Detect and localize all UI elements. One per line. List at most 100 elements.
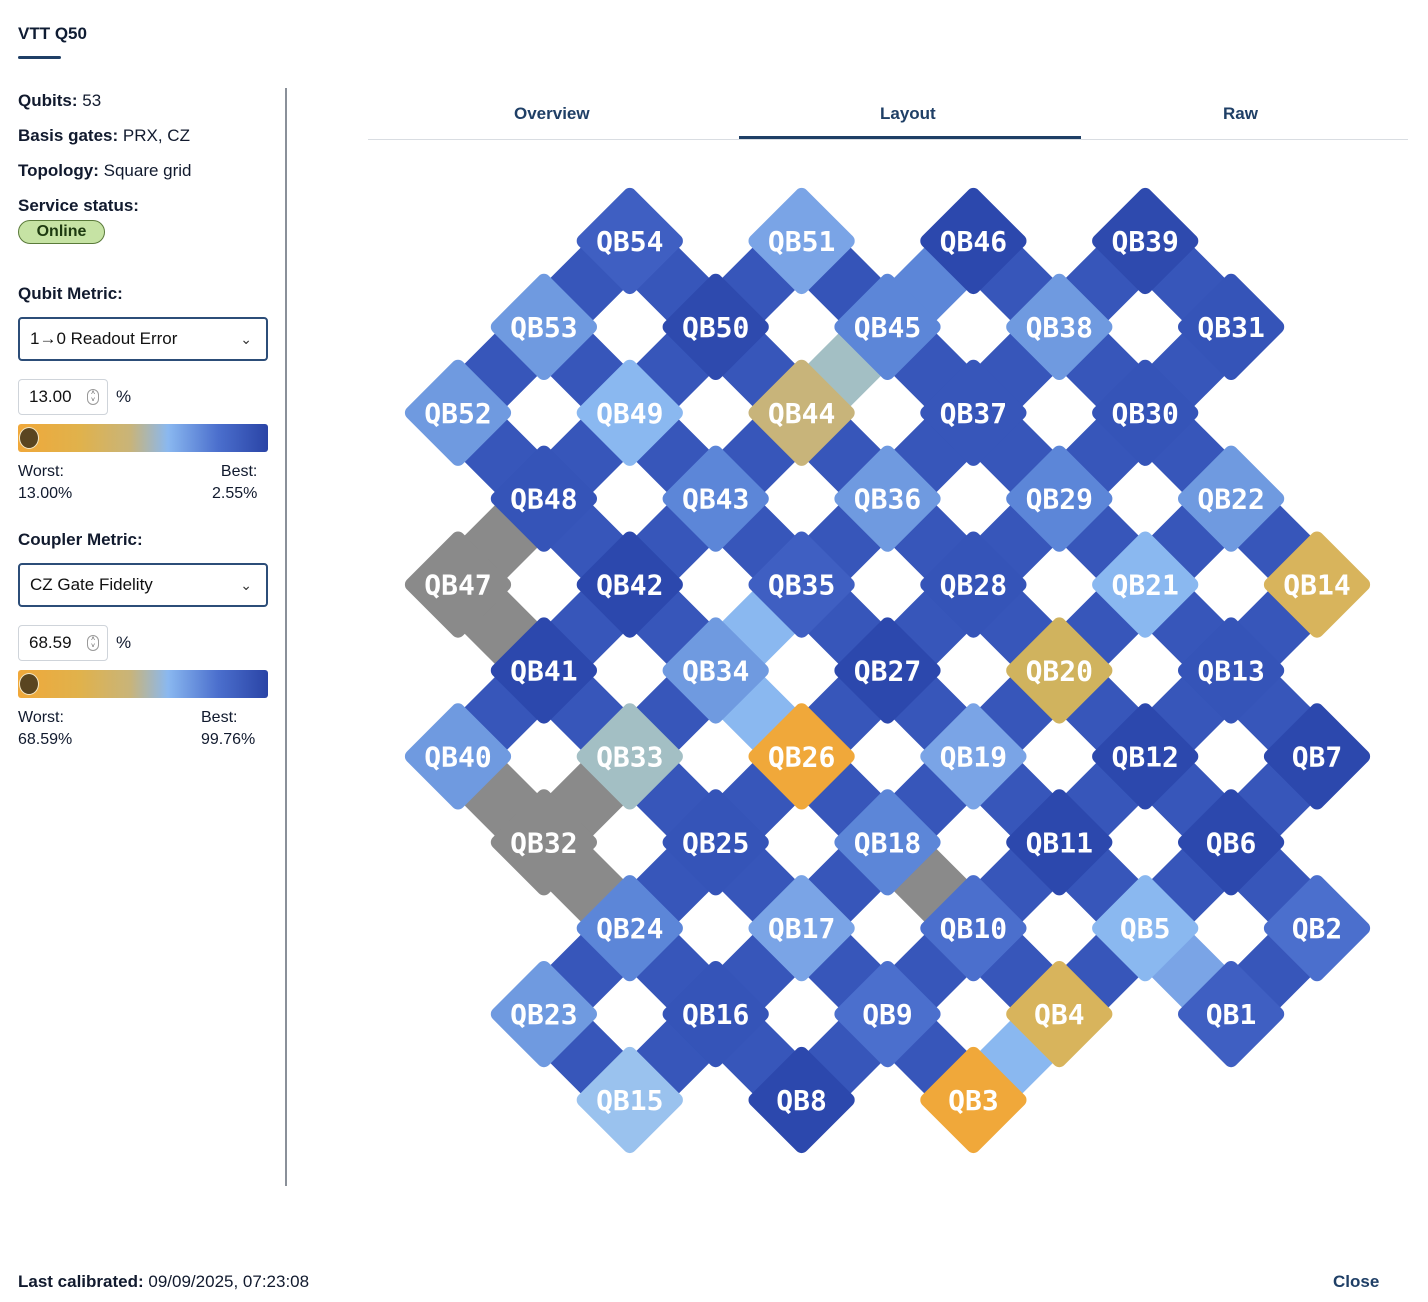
qubit-tile[interactable] — [1175, 443, 1287, 555]
qubit-tile[interactable] — [832, 958, 944, 1070]
qubit-tile[interactable] — [746, 357, 858, 469]
qubit-tile[interactable] — [574, 185, 686, 297]
qubit-tile[interactable] — [1175, 958, 1287, 1070]
qubit-QB3[interactable]: QB3 — [917, 1044, 1029, 1156]
qubit-tile[interactable] — [1089, 529, 1201, 641]
qubit-tile[interactable] — [746, 700, 858, 812]
qubit-QB33[interactable]: QB33 — [574, 700, 686, 812]
qubit-tile[interactable] — [488, 615, 600, 727]
qubit-QB48[interactable]: QB48 — [488, 443, 600, 555]
qubit-QB25[interactable]: QB25 — [660, 786, 772, 898]
qubit-QB11[interactable]: QB11 — [1003, 786, 1115, 898]
qubit-QB32[interactable]: QB32 — [488, 786, 600, 898]
qubit-QB24[interactable]: QB24 — [574, 872, 686, 984]
qubit-tile[interactable] — [488, 786, 600, 898]
qubit-QB50[interactable]: QB50 — [660, 271, 772, 383]
qubit-QB22[interactable]: QB22 — [1175, 443, 1287, 555]
qubit-QB46[interactable]: QB46 — [917, 185, 1029, 297]
stepper-icon[interactable]: ˄ ˅ — [87, 389, 99, 405]
qubit-tile[interactable] — [660, 958, 772, 1070]
qubit-QB54[interactable]: QB54 — [574, 185, 686, 297]
qubit-tile[interactable] — [917, 700, 1029, 812]
qubit-QB1[interactable]: QB1 — [1175, 958, 1287, 1070]
qubit-QB9[interactable]: QB9 — [832, 958, 944, 1070]
qubit-tile[interactable] — [660, 271, 772, 383]
qubit-tile[interactable] — [1003, 958, 1115, 1070]
qubit-QB13[interactable]: QB13 — [1175, 615, 1287, 727]
qubit-tile[interactable] — [832, 271, 944, 383]
qubit-QB42[interactable]: QB42 — [574, 529, 686, 641]
qubit-QB37[interactable]: QB37 — [917, 357, 1029, 469]
qubit-tile[interactable] — [917, 872, 1029, 984]
qubit-tile[interactable] — [746, 185, 858, 297]
qubit-tile[interactable] — [574, 872, 686, 984]
qubit-threshold-handle[interactable] — [19, 427, 39, 449]
qubit-QB15[interactable]: QB15 — [574, 1044, 686, 1156]
qubit-tile[interactable] — [917, 529, 1029, 641]
qubit-tile[interactable] — [574, 529, 686, 641]
qubit-tile[interactable] — [574, 1044, 686, 1156]
qubit-tile[interactable] — [574, 357, 686, 469]
qubit-tile[interactable] — [1089, 872, 1201, 984]
qubit-tile[interactable] — [746, 872, 858, 984]
coupler-threshold-input[interactable]: 68.59 ˄ ˅ — [18, 625, 108, 661]
qubit-tile[interactable] — [1261, 700, 1373, 812]
qubit-QB27[interactable]: QB27 — [832, 615, 944, 727]
qubit-QB38[interactable]: QB38 — [1003, 271, 1115, 383]
qubit-tile[interactable] — [660, 786, 772, 898]
qubit-threshold-input[interactable]: 13.00 ˄ ˅ — [18, 379, 108, 415]
qubit-colorscale[interactable] — [18, 424, 268, 452]
qubit-QB16[interactable]: QB16 — [660, 958, 772, 1070]
qubit-QB2[interactable]: QB2 — [1261, 872, 1373, 984]
qubit-QB34[interactable]: QB34 — [660, 615, 772, 727]
qubit-tile[interactable] — [1089, 185, 1201, 297]
qubit-tile[interactable] — [488, 271, 600, 383]
qubit-tile[interactable] — [402, 357, 514, 469]
coupler-colorscale[interactable] — [18, 670, 268, 698]
stepper-icon[interactable]: ˄ ˅ — [87, 635, 99, 651]
qubit-QB12[interactable]: QB12 — [1089, 700, 1201, 812]
qubit-QB17[interactable]: QB17 — [746, 872, 858, 984]
qubit-QB53[interactable]: QB53 — [488, 271, 600, 383]
qubit-tile[interactable] — [402, 700, 514, 812]
tab-overview[interactable]: Overview — [514, 104, 590, 123]
qubit-QB7[interactable]: QB7 — [1261, 700, 1373, 812]
qubit-tile[interactable] — [746, 529, 858, 641]
qubit-QB45[interactable]: QB45 — [832, 271, 944, 383]
qubit-tile[interactable] — [574, 700, 686, 812]
qubit-QB28[interactable]: QB28 — [917, 529, 1029, 641]
qubit-QB51[interactable]: QB51 — [746, 185, 858, 297]
qubit-tile[interactable] — [917, 1044, 1029, 1156]
qubit-tile[interactable] — [832, 443, 944, 555]
qubit-QB4[interactable]: QB4 — [1003, 958, 1115, 1070]
qubit-QB43[interactable]: QB43 — [660, 443, 772, 555]
qubit-tile[interactable] — [402, 529, 514, 641]
qubit-tile[interactable] — [1175, 271, 1287, 383]
coupler-threshold-handle[interactable] — [19, 673, 39, 695]
qubit-tile[interactable] — [1175, 615, 1287, 727]
qubit-tile[interactable] — [917, 357, 1029, 469]
qubit-QB36[interactable]: QB36 — [832, 443, 944, 555]
qubit-QB23[interactable]: QB23 — [488, 958, 600, 1070]
qubit-QB30[interactable]: QB30 — [1089, 357, 1201, 469]
qubit-QB35[interactable]: QB35 — [746, 529, 858, 641]
qubit-tile[interactable] — [488, 443, 600, 555]
qubit-tile[interactable] — [660, 443, 772, 555]
qubit-QB52[interactable]: QB52 — [402, 357, 514, 469]
tab-raw[interactable]: Raw — [1223, 104, 1258, 123]
qubit-tile[interactable] — [1003, 615, 1115, 727]
qubit-tile[interactable] — [1089, 700, 1201, 812]
qubit-QB40[interactable]: QB40 — [402, 700, 514, 812]
close-button[interactable]: Close — [1333, 1272, 1380, 1291]
qubit-QB39[interactable]: QB39 — [1089, 185, 1201, 297]
qubit-tile[interactable] — [917, 185, 1029, 297]
qubit-QB6[interactable]: QB6 — [1175, 786, 1287, 898]
qubit-tile[interactable] — [832, 786, 944, 898]
qubit-tile[interactable] — [832, 615, 944, 727]
qubit-tile[interactable] — [660, 615, 772, 727]
qubit-QB31[interactable]: QB31 — [1175, 271, 1287, 383]
coupler-metric-select[interactable]: CZ Gate Fidelity ⌄ — [18, 563, 268, 607]
qubit-tile[interactable] — [488, 958, 600, 1070]
qubit-QB10[interactable]: QB10 — [917, 872, 1029, 984]
qubit-QB44[interactable]: QB44 — [746, 357, 858, 469]
